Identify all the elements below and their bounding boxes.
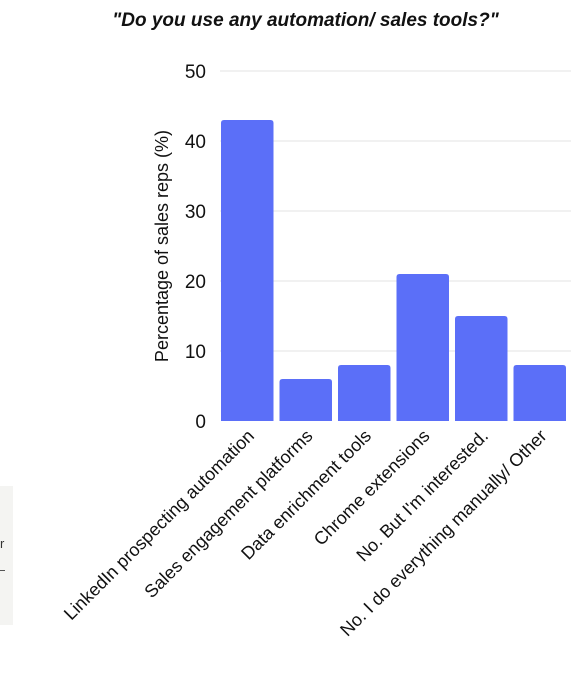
side-panel-divider	[0, 570, 5, 571]
bar	[338, 365, 391, 421]
y-tick-label: 10	[185, 342, 206, 363]
bar	[513, 365, 566, 421]
y-tick-label: 20	[185, 272, 206, 293]
side-panel-fragment: r	[0, 536, 5, 551]
y-axis-label: Percentage of sales reps (%)	[152, 130, 172, 362]
bar	[221, 120, 274, 421]
side-panel: r	[0, 486, 13, 625]
x-tick-label: No. I do everything manually/ Other	[336, 426, 550, 640]
bar	[396, 274, 449, 421]
chart-title: "Do you use any automation/ sales tools?…	[112, 10, 499, 31]
bar	[455, 316, 508, 421]
y-tick-label: 40	[185, 132, 206, 153]
bar	[279, 379, 332, 421]
y-tick-label: 0	[195, 412, 206, 433]
y-tick-label: 30	[185, 202, 206, 223]
y-tick-label: 50	[185, 62, 206, 83]
